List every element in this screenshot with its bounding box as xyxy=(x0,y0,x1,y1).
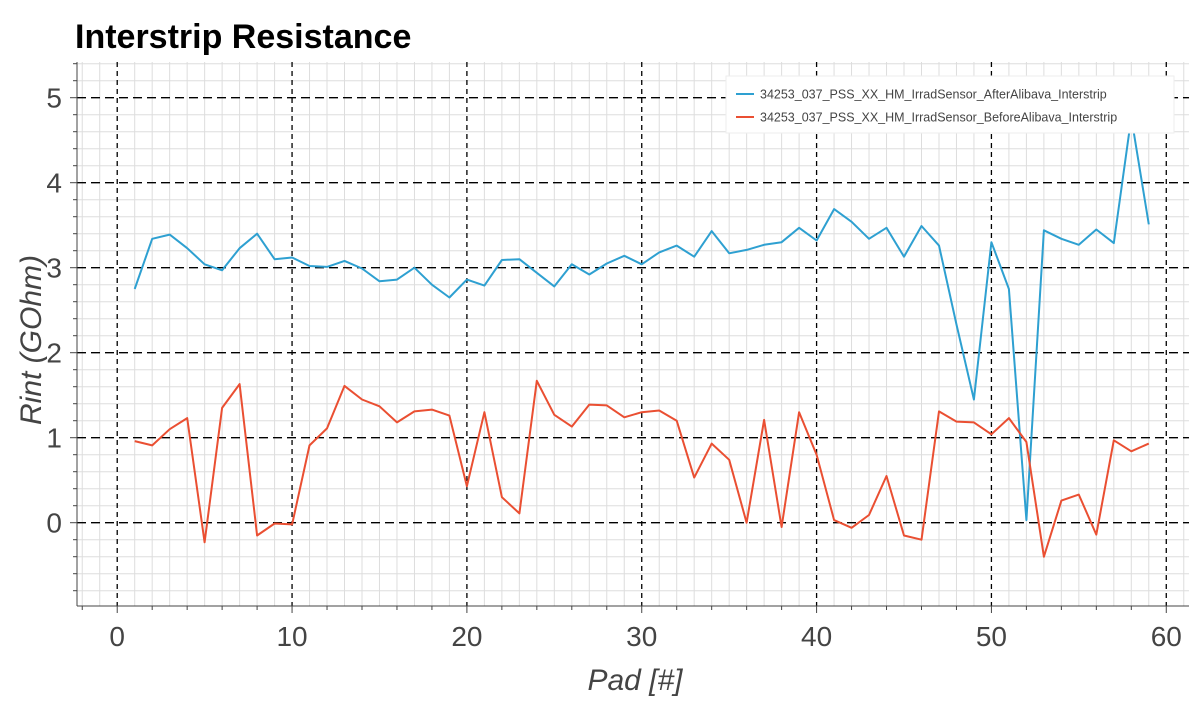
legend-box xyxy=(725,75,1175,134)
y-tick-label: 2 xyxy=(46,338,62,369)
y-axis-label: Rint (GOhm) xyxy=(15,255,48,425)
legend: 34253_037_PSS_XX_HM_IrradSensor_AfterAli… xyxy=(725,75,1175,134)
y-tick-label: 1 xyxy=(46,423,62,454)
x-tick-label: 40 xyxy=(801,621,832,652)
y-tick-label: 0 xyxy=(46,508,62,539)
x-tick-label: 0 xyxy=(109,621,125,652)
x-tick-label: 60 xyxy=(1151,621,1182,652)
x-tick-label: 20 xyxy=(451,621,482,652)
legend-label-1: 34253_037_PSS_XX_HM_IrradSensor_AfterAli… xyxy=(760,88,1107,102)
series-line-2 xyxy=(134,379,1150,558)
series-layer xyxy=(133,116,1150,558)
x-tick-label: 30 xyxy=(626,621,657,652)
legend-label-2: 34253_037_PSS_XX_HM_IrradSensor_BeforeAl… xyxy=(760,111,1117,125)
axis-layer: 0 10 20 30 40 50 60 0 1 2 3 4 5 xyxy=(46,62,1189,652)
x-tick-label: 50 xyxy=(976,621,1007,652)
x-axis-label: Pad [#] xyxy=(587,664,683,697)
x-tick-label: 10 xyxy=(276,621,307,652)
series-line-1 xyxy=(133,116,1150,522)
y-tick-label: 5 xyxy=(46,83,62,114)
chart-title: Interstrip Resistance xyxy=(75,18,411,56)
y-tick-label: 4 xyxy=(46,168,62,199)
y-tick-label: 3 xyxy=(46,253,62,284)
grid-layer xyxy=(77,62,1189,606)
